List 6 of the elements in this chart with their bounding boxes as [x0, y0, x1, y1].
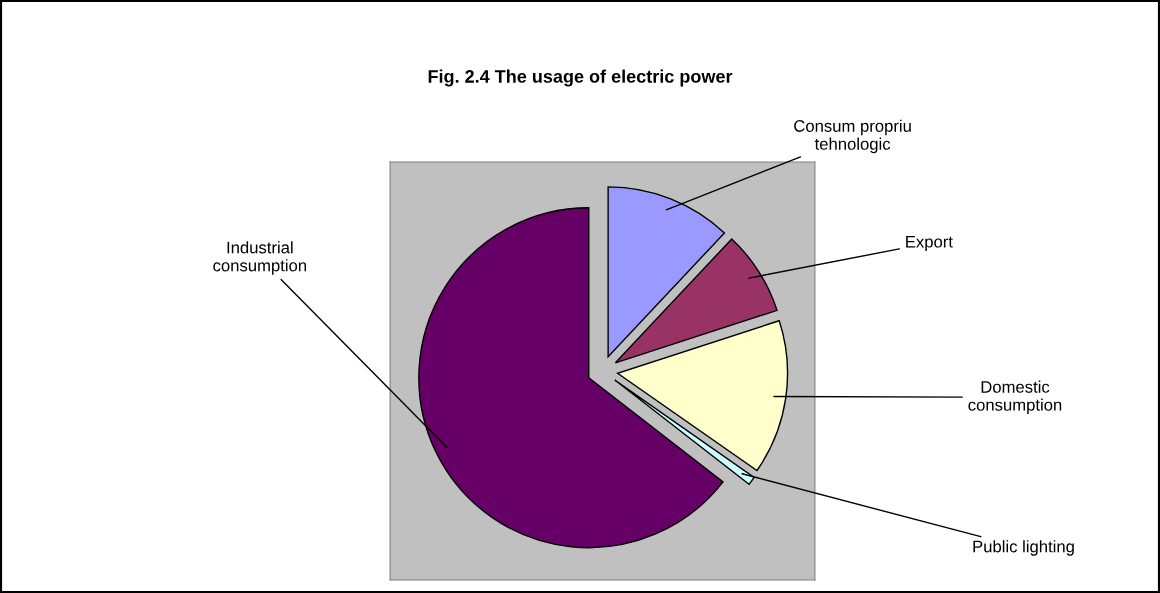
- slice-label: Public lighting: [973, 540, 1074, 556]
- chart-title: Fig. 2.4 The usage of electric power: [428, 69, 733, 87]
- slice-label: Industrial consumption: [213, 241, 307, 275]
- slice-label: Domestic consumption: [968, 380, 1062, 415]
- slice-label: Export: [906, 235, 953, 251]
- slice-label: Consum propriu tehnologic: [794, 119, 911, 154]
